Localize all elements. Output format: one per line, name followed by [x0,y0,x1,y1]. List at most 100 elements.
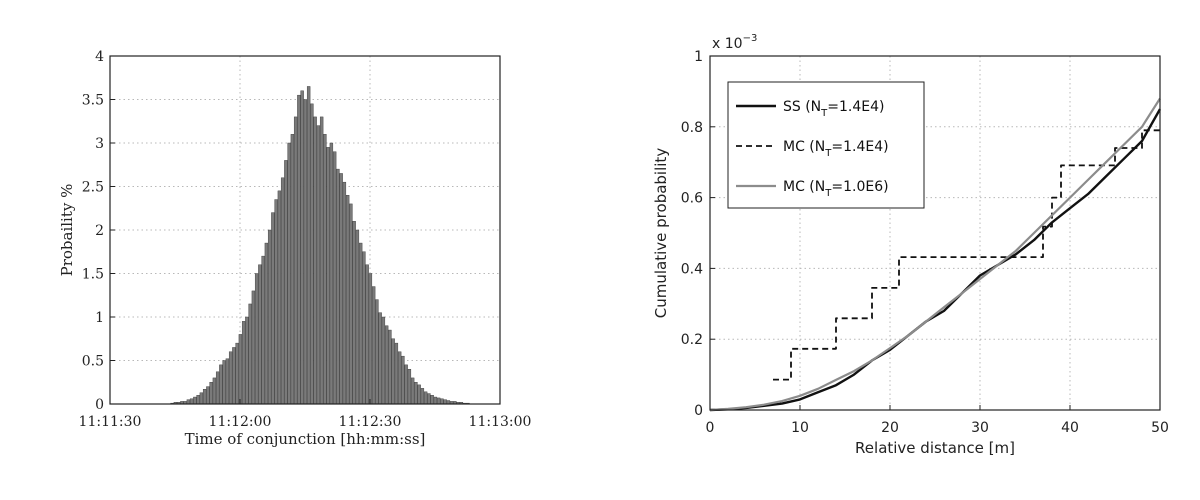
histogram-bar [358,242,363,405]
cumulative-x-tick-label: 10 [791,420,809,436]
histogram-bar [251,290,256,405]
cumulative-x-tick-label: 30 [971,420,989,436]
histogram-bar [326,147,330,405]
histogram-bar [417,384,421,405]
histogram-y-axis-label: Probaility % [58,184,76,277]
cumulative-y-multiplier: x 10−3 [712,33,757,52]
histogram-bar [427,393,431,405]
histogram-bar [189,398,194,405]
histogram-bar [339,173,343,405]
histogram-y-tick-label: 1.5 [82,267,104,283]
histogram-bar [235,342,239,405]
histogram-bar [420,388,425,405]
cumulative-x-tick-label: 50 [1151,420,1169,436]
histogram-bar [245,316,249,405]
histogram-x-tick-label: 11:11:30 [79,414,142,430]
histogram-bar [319,116,324,405]
histogram-bar [410,377,415,405]
cumulative-y-tick-label: 1 [694,49,703,65]
histogram-bar [287,142,291,405]
legend-label-3: MC (NT=1.0E6) [783,179,889,199]
histogram-bar [303,99,308,405]
histogram-bar [280,177,285,405]
histogram-y-ticks: 0 0.5 1 1.5 2 2.5 3 3.5 4 [82,49,115,413]
histogram-y-tick-label: 4 [95,49,104,65]
legend-label-1: SS (NT=1.4E4) [783,99,885,119]
histogram-bar [248,303,252,405]
histogram-bar [384,325,389,405]
histogram-y-tick-label: 0.5 [82,354,104,370]
histogram-bar [225,358,230,405]
histogram-bar [261,255,265,405]
histogram-bar [404,364,408,405]
histogram-bar [433,396,438,405]
histogram-bar [193,396,197,405]
series-line-3 [709,97,1161,412]
histogram-y-tick-label: 3 [95,136,104,152]
histogram-bar [199,392,204,405]
histogram-x-tick-label: 11:12:00 [209,414,272,430]
histogram-bar [443,399,447,405]
histogram-bar [313,116,317,405]
histogram-bar [297,94,301,405]
histogram-bar [258,264,262,405]
histogram-bar [368,273,373,405]
histogram-bar [345,194,350,405]
legend: SS (NT=1.4E4) MC (NT=1.4E4) MC (NT=1.0E6) [727,81,925,209]
histogram-bar [316,125,321,405]
histogram-bar [232,347,236,405]
histogram-bar [186,399,191,405]
histogram-bar [352,221,356,405]
histogram-bar [336,168,340,405]
cumulative-x-tick-label: 40 [1061,420,1079,436]
cumulative-series [709,97,1162,412]
histogram-bar [407,369,412,405]
histogram-bar [271,212,275,405]
histogram-y-tick-label: 2.5 [82,180,104,196]
histogram-bar [212,377,217,405]
histogram-bar [219,364,223,405]
cumulative-y-tick-label: 0.8 [681,120,703,136]
histogram-bar [329,142,334,405]
histogram-bar [264,242,269,405]
multiplier-base: x 10 [712,36,743,52]
histogram-bar [323,134,327,405]
histogram-bar [241,321,246,405]
cumulative-x-axis-label: Relative distance [m] [855,439,1015,457]
histogram-bar [349,203,353,405]
histogram-x-tick-label: 11:12:30 [339,414,402,430]
legend-box [727,81,925,209]
histogram-bar [378,312,382,405]
cumulative-y-tick-label: 0 [694,403,703,419]
histogram-bar [222,360,226,405]
histogram-x-axis-label: Time of conjunction [hh:mm:ss] [185,430,426,448]
histogram-bar [362,251,366,405]
histogram-bar [209,382,213,405]
cumulative-y-tick-label: 0.4 [681,261,703,277]
histogram-bar [202,389,207,405]
histogram-y-tick-label: 3.5 [82,93,104,109]
histogram-bar [238,334,243,405]
legend-items: SS (NT=1.4E4) MC (NT=1.4E4) MC (NT=1.0E6) [736,99,889,199]
histogram-bar [306,86,311,405]
histogram-bar [371,286,376,405]
cumulative-y-axis-label: Cumulative probability [652,148,670,319]
cumulative-axes-frame [709,55,1161,411]
cumulative-x-ticks: 0 10 20 30 40 50 [706,405,1169,436]
cumulative-x-tick-label: 20 [881,420,899,436]
histogram-bar [365,264,369,405]
histogram-y-tick-label: 1 [95,310,104,326]
histogram-bar [391,338,395,405]
cumulative-y-ticks: 0 0.2 0.4 0.6 0.8 1 [681,49,715,419]
histogram-bar [215,371,220,405]
histogram-bar [414,382,418,405]
histogram-bar [430,395,434,405]
histogram-chart: 0 0.5 1 1.5 2 2.5 3 3.5 4 11:11:30 11:12:00 11:12:… [58,49,531,448]
series-line-1 [709,108,1162,412]
histogram-bar [228,351,233,405]
multiplier-exponent: −3 [743,33,758,44]
histogram-x-tick-label: 11:13:00 [469,414,532,430]
histogram-y-tick-label: 0 [95,397,104,413]
histogram-bar [375,299,379,405]
